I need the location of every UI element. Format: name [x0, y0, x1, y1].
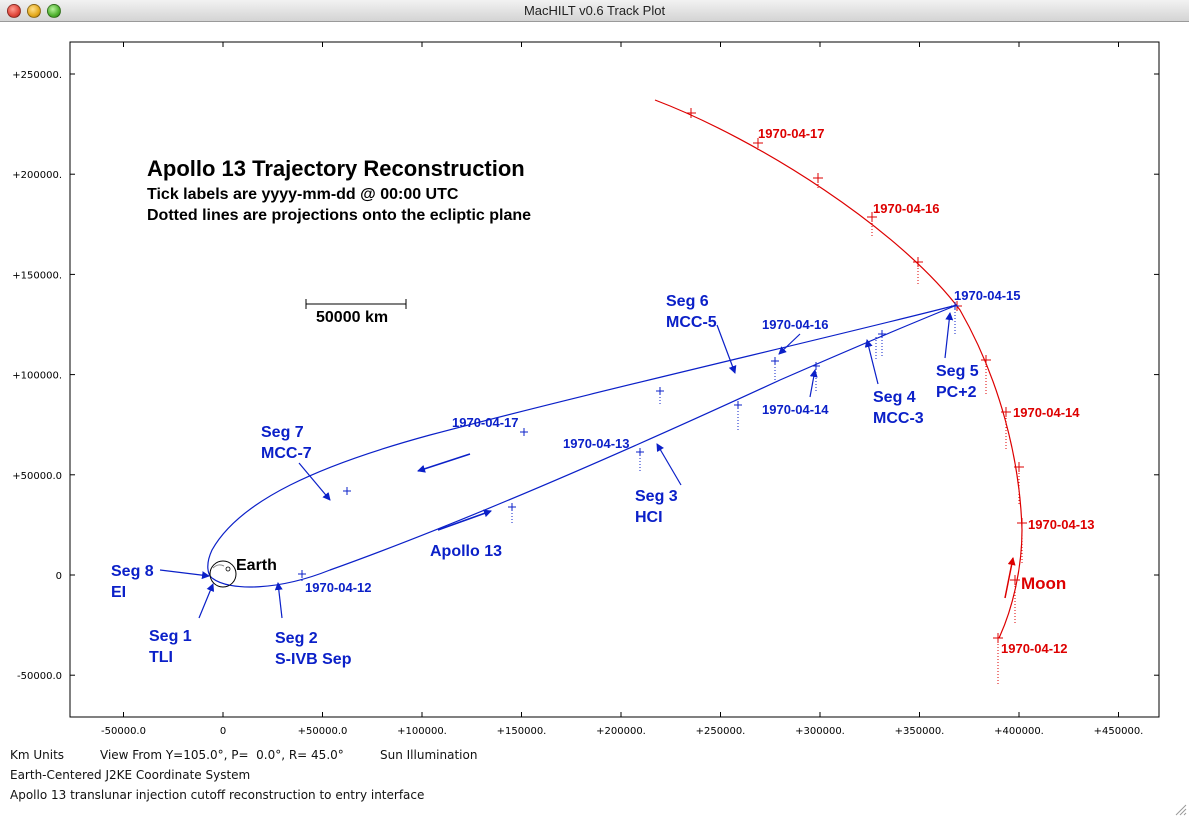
moon-date-label: 1970-04-14: [1013, 405, 1080, 420]
plot-heading: Apollo 13 Trajectory Reconstruction: [147, 156, 525, 181]
axes: -50000.0 0 +50000.0 +100000. +150000. +200000…: [12, 42, 1159, 737]
apollo-date-label: 1970-04-17: [452, 415, 519, 430]
y-tick-label: 0: [56, 571, 62, 582]
scale-label: 50000 km: [316, 309, 388, 326]
apollo-direction-arrows: [417, 453, 492, 531]
seg8-event: EI: [111, 584, 126, 601]
moon-orbit-line: [654, 99, 1023, 639]
seg7-label: Seg 7: [261, 424, 304, 441]
moon-label: Moon: [1021, 574, 1066, 593]
y-tick-label: -50000.0: [17, 671, 62, 682]
seg3-event: HCI: [635, 509, 663, 526]
view-orientation: View From Y=105.0°, P= 0.0°, R= 45.0°: [100, 748, 344, 762]
y-tick-label: +150000.: [12, 270, 62, 281]
moon-date-label: 1970-04-13: [1028, 517, 1095, 532]
outbound-direction-arrow: [437, 509, 492, 531]
illumination-label: Sun Illumination: [380, 748, 478, 762]
seg6-label: Seg 6: [666, 293, 709, 310]
description-label: Apollo 13 translunar injection cutoff re…: [10, 788, 425, 802]
plot-subheading-2: Dotted lines are projections onto the ec…: [147, 207, 531, 224]
x-tick-label: +450000.: [1094, 726, 1144, 737]
seg5-event: PC+2: [936, 384, 977, 401]
plot-subheading-1: Tick labels are yyyy-mm-dd @ 00:00 UTC: [147, 186, 459, 203]
track-plot: -50000.0 0 +50000.0 +100000. +150000. +200000…: [12, 41, 1160, 737]
seg4-event: MCC-3: [873, 410, 924, 427]
seg6-event: MCC-5: [666, 314, 717, 331]
seg8-label: Seg 8: [111, 563, 154, 580]
apollo-date-label: 1970-04-13: [563, 436, 630, 451]
seg4-label: Seg 4: [873, 389, 916, 406]
moon-track: [654, 99, 1023, 639]
seg5-label: Seg 5: [936, 363, 979, 380]
moon-projection-lines: [757, 143, 1023, 685]
moon-date-label: 1970-04-12: [1001, 641, 1068, 656]
units-label: Km Units: [10, 748, 65, 762]
x-tick-label: -50000.0: [101, 726, 146, 737]
moon-date-label: 1970-04-17: [758, 126, 825, 141]
y-tick-label: +50000.0: [12, 471, 62, 482]
title-bar[interactable]: MacHILT v0.6 Track Plot: [0, 0, 1189, 22]
earth-label: Earth: [236, 557, 277, 574]
seg1-event: TLI: [149, 649, 173, 666]
close-button[interactable]: [7, 4, 21, 18]
minimize-button[interactable]: [27, 4, 41, 18]
return-leg: [207, 304, 958, 579]
x-tick-label: 0: [220, 726, 226, 737]
y-tick-label: +250000.: [12, 70, 62, 81]
x-tick-label: +50000.0: [298, 726, 348, 737]
x-tick-label: +250000.: [696, 726, 746, 737]
y-tick-label: +100000.: [12, 371, 62, 382]
x-tick-label: +350000.: [895, 726, 945, 737]
x-tick-label: +150000.: [497, 726, 547, 737]
window-title: MacHILT v0.6 Track Plot: [523, 3, 666, 18]
apollo-date-label: 1970-04-12: [305, 580, 372, 595]
seg7-event: MCC-7: [261, 445, 312, 462]
scale-bar: [305, 299, 407, 309]
seg3-label: Seg 3: [635, 488, 678, 505]
resize-grip-icon[interactable]: [1173, 802, 1187, 816]
seg1-label: Seg 1: [149, 628, 192, 645]
x-tick-label: +400000.: [994, 726, 1044, 737]
plot-frame: [69, 41, 1160, 718]
moon-date-label: 1970-04-16: [873, 201, 940, 216]
earth-symbol: [209, 560, 237, 588]
y-tick-label: +200000.: [12, 170, 62, 181]
coordinate-system-label: Earth-Centered J2KE Coordinate System: [10, 768, 251, 782]
event-pointers: [159, 312, 954, 619]
apollo-label: Apollo 13: [430, 543, 502, 560]
zoom-button[interactable]: [47, 4, 61, 18]
return-direction-arrow: [417, 453, 471, 473]
apollo-date-label: 1970-04-16: [762, 317, 829, 332]
x-tick-label: +300000.: [795, 726, 845, 737]
moon-direction-arrow: [1004, 557, 1016, 599]
apollo-projection-lines: [301, 306, 956, 581]
x-tick-label: +200000.: [596, 726, 646, 737]
apollo-date-label: 1970-04-14: [762, 402, 829, 417]
x-tick-label: +100000.: [397, 726, 447, 737]
seg2-label: Seg 2: [275, 630, 318, 647]
apollo-date-label: 1970-04-15: [954, 288, 1021, 303]
seg2-event: S-IVB Sep: [275, 651, 352, 668]
